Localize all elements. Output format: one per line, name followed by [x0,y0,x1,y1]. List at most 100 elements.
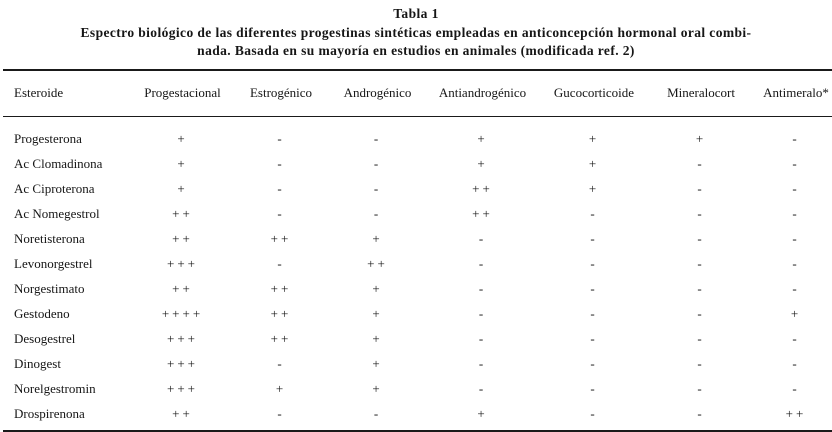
activity-value: - [792,281,800,296]
table-row: Noretisterona ++ ++ + - - - - [3,226,832,251]
activity-value: ++ [785,406,807,421]
activity-value: - [590,206,598,221]
activity-value: + [275,381,287,396]
activity-value: - [590,306,598,321]
activity-value: - [590,281,598,296]
table-row: Progesterona + - - + + + - [3,117,832,152]
activity-value: - [478,281,487,296]
table-row: Norgestimato ++ ++ + - - - - [3,276,832,301]
activity-value: - [277,181,285,196]
table-row: Gestodeno ++++ ++ + - - - + [3,301,832,326]
activity-value: ++ [172,406,193,421]
activity-value: - [697,156,705,171]
activity-value: ++ [172,206,193,221]
activity-value: - [792,356,800,371]
activity-value: +++ [167,381,198,396]
activity-value: - [792,256,800,271]
column-header-6: Mineralocort [650,70,752,117]
activity-value: + [177,181,188,196]
column-header-7: Antimeralo* [752,70,832,117]
column-header-3: Androgénico [328,70,427,117]
paper-table-page: Tabla 1 Espectro biológico de las difere… [3,6,832,432]
activity-value: + [177,156,188,171]
activity-value: - [277,206,285,221]
table-row: Ac Ciproterona + - - ++ + - - [3,176,832,201]
activity-value: + [477,131,488,146]
activity-value: - [478,381,487,396]
activity-value: ++ [472,181,493,196]
activity-value: - [590,356,598,371]
activity-value: ++ [270,331,292,346]
activity-value: - [373,181,382,196]
steroid-name: Ac Clomadinona [14,156,103,171]
activity-value: - [590,231,598,246]
activity-value: - [590,256,598,271]
activity-value: - [697,331,705,346]
table-row: Ac Nomegestrol ++ - - ++ - - - [3,201,832,226]
column-header-5: Gucocorticoide [538,70,650,117]
header-row: Esteroide Progestacional Estrogénico Androg… [3,70,832,117]
activity-value: - [478,306,487,321]
steroid-name: Noretisterona [14,231,85,246]
column-header-2: Estrogénico [234,70,328,117]
activity-value: + [372,306,383,321]
activity-value: + [372,381,383,396]
activity-value: - [478,256,487,271]
activity-value: + [588,181,600,196]
activity-value: ++++ [161,306,204,321]
table-subtitle-line2: nada. Basada en su mayoría en estudios e… [197,43,635,58]
table-title: Tabla 1 [393,6,439,21]
activity-value: + [588,156,600,171]
activity-value: - [478,356,487,371]
activity-value: - [590,381,598,396]
table-row: Norelgestromin +++ + + - - - - [3,376,832,401]
activity-value: ++ [270,306,292,321]
activity-value: - [277,156,285,171]
table-body: Progesterona + - - + + + - Ac Clomadinona + - - + + - -… [3,117,832,432]
activity-value: + [790,306,802,321]
steroid-name: Desogestrel [14,331,76,346]
activity-value: + [372,331,383,346]
activity-value: ++ [270,281,292,296]
activity-value: - [697,181,705,196]
activity-value: - [792,231,800,246]
activity-value: - [478,331,487,346]
activity-value: - [792,181,800,196]
activity-value: ++ [172,281,193,296]
activity-value: - [697,381,705,396]
activity-value: - [277,131,285,146]
activity-value: - [373,156,382,171]
activity-value: ++ [172,231,193,246]
activity-value: ++ [367,256,388,271]
table-row: Dinogest +++ - + - - - - [3,351,832,376]
activity-value: + [477,406,488,421]
table-row: Desogestrel +++ ++ + - - - - [3,326,832,351]
activity-value: - [277,406,285,421]
activity-value: - [697,306,705,321]
activity-value: - [792,381,800,396]
table-subtitle-line1: Espectro biológico de las diferentes pro… [80,25,752,40]
steroid-name: Progesterona [14,131,82,146]
steroid-name: Drospirenona [14,406,85,421]
activity-value: - [697,406,705,421]
column-header-0: Esteroide [3,70,131,117]
activity-value: + [372,356,383,371]
activity-value: - [792,206,800,221]
activity-value: - [697,281,705,296]
activity-value: - [792,131,800,146]
table-header: Esteroide Progestacional Estrogénico Androg… [3,70,832,117]
activity-value: + [477,156,488,171]
activity-value: - [478,231,487,246]
table-row: Drospirenona ++ - - + - - ++ [3,401,832,431]
activity-value: +++ [167,331,198,346]
steroid-name: Norelgestromin [14,381,96,396]
activity-value: - [792,331,800,346]
steroid-name: Ac Nomegestrol [14,206,100,221]
activity-value: + [372,231,383,246]
activity-value: - [373,406,382,421]
activity-value: - [590,331,598,346]
activity-value: - [697,356,705,371]
activity-value: - [277,356,285,371]
steroid-name: Ac Ciproterona [14,181,95,196]
steroid-name: Norgestimato [14,281,85,296]
